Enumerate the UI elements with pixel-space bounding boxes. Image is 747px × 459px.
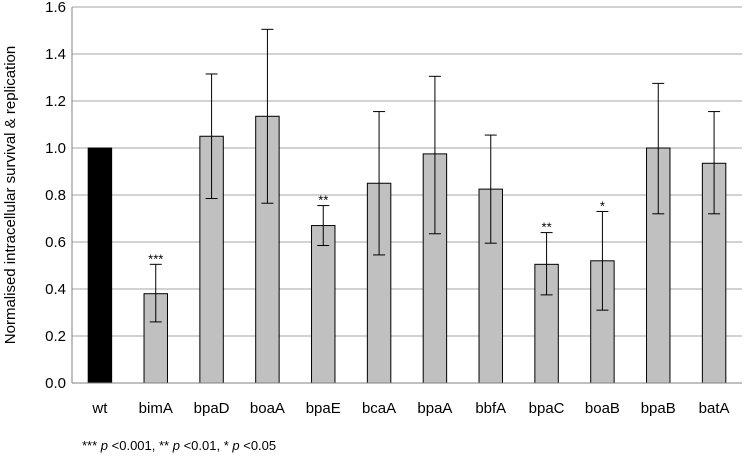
x-tick-label-boaA: boaA — [250, 400, 285, 417]
footnote-p-symbol-2: p — [172, 438, 180, 453]
y-axis-title: Normalised intracellular survival & repl… — [2, 46, 19, 344]
footnote-threshold-3: <0.05 — [239, 438, 277, 453]
y-tick-label: 0.2 — [45, 328, 66, 345]
significance-footnote: *** p <0.001, ** p <0.01, * p <0.05 — [82, 438, 276, 453]
significance-label-bpaC: ** — [542, 220, 552, 235]
x-tick-label-boaB: boaB — [585, 400, 620, 417]
y-tick-label: 0.8 — [45, 187, 66, 204]
significance-label-bimA: *** — [148, 251, 163, 266]
footnote-stars-1: *** — [82, 438, 101, 453]
significance-label-boaB: * — [600, 198, 605, 213]
y-tick-label: 0.0 — [45, 375, 66, 392]
x-tick-label-bpaD: bpaD — [194, 400, 230, 417]
footnote-threshold-1: <0.001, — [108, 438, 159, 453]
y-tick-label: 1.0 — [45, 140, 66, 157]
axes — [71, 7, 742, 384]
y-tick-label: 0.4 — [45, 281, 66, 298]
y-tick-label: 1.4 — [45, 46, 66, 63]
x-tick-label-bpaC: bpaC — [529, 400, 565, 417]
footnote-stars-3: * — [223, 438, 233, 453]
x-tick-label-bcaA: bcaA — [362, 400, 396, 417]
labels: 0.00.20.40.60.81.01.21.41.6wt***bimA bpaD… — [45, 0, 729, 417]
x-tick-label-bbfA: bbfA — [475, 400, 506, 417]
x-tick-label-wt: wt — [91, 400, 108, 417]
bars — [87, 28, 727, 384]
x-tick-label-batA: batA — [699, 400, 730, 417]
x-tick-label-bimA: bimA — [139, 400, 173, 417]
y-tick-label: 1.2 — [45, 93, 66, 110]
gridlines — [72, 6, 742, 337]
bar-wt — [87, 147, 113, 384]
x-tick-label-bpaB: bpaB — [641, 400, 676, 417]
x-tick-label-bpaA: bpaA — [417, 400, 452, 417]
y-tick-label: 0.6 — [45, 234, 66, 251]
footnote-threshold-2: <0.01, — [179, 438, 224, 453]
footnote-p-symbol-1: p — [100, 438, 109, 453]
bar-bpaE — [311, 225, 336, 384]
y-tick-label: 1.6 — [45, 0, 66, 16]
significance-label-bpaE: ** — [318, 193, 328, 208]
footnote-stars-2: ** — [159, 438, 173, 453]
x-tick-label-bpaE: bpaE — [306, 400, 341, 417]
footnote-p-symbol-3: p — [232, 438, 240, 453]
